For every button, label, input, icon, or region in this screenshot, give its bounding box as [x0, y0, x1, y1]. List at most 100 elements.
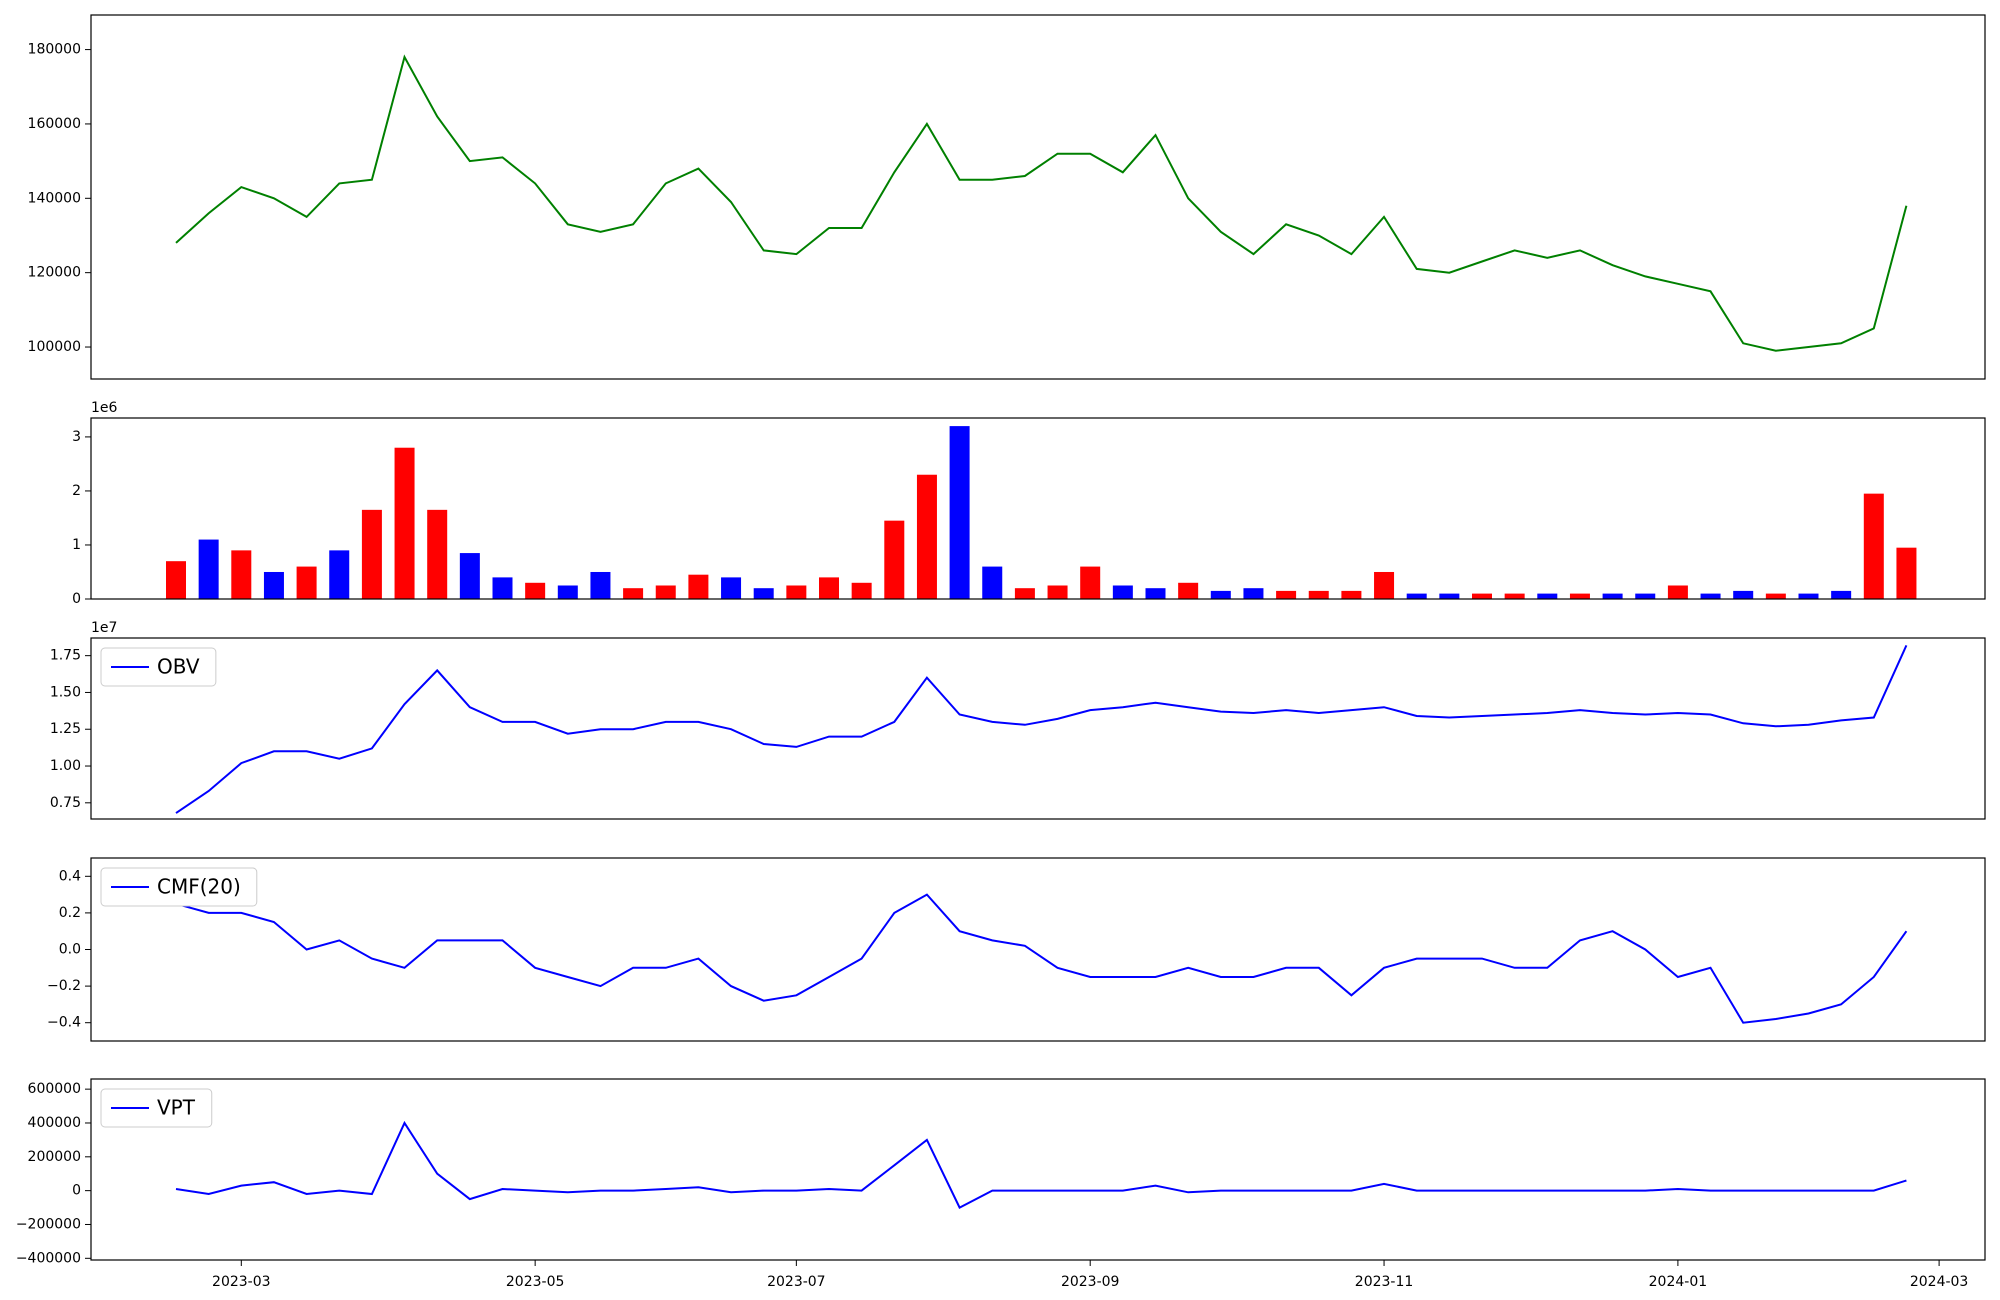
bar — [655, 585, 676, 599]
y-tick-label: 200000 — [28, 1149, 81, 1165]
axes-frame — [90, 1078, 1986, 1261]
bar — [1896, 547, 1917, 599]
y-tick-label: 0 — [72, 1183, 81, 1199]
axes-frame — [90, 857, 1986, 1042]
bar — [1765, 593, 1786, 599]
bar — [1406, 593, 1427, 599]
bar — [1080, 566, 1101, 599]
bar — [296, 566, 317, 599]
y-tick-label: 1.75 — [50, 648, 81, 664]
y-tick-label: 0.0 — [59, 942, 81, 958]
y-tick-label: 160000 — [28, 116, 81, 132]
bar — [1733, 590, 1754, 599]
bar — [1472, 593, 1492, 599]
bar — [1014, 588, 1035, 599]
bar — [492, 577, 513, 599]
line — [175, 644, 1908, 814]
bar — [1504, 593, 1525, 599]
y-tick-label: 180000 — [28, 42, 81, 58]
bar — [1569, 593, 1590, 599]
bar — [1112, 585, 1133, 599]
y-tick-label: 1.50 — [50, 684, 81, 700]
y-tick-label: 140000 — [28, 190, 81, 206]
x-tick-label: 2024-03 — [1910, 1274, 1969, 1290]
bar — [1341, 590, 1362, 599]
bar — [851, 582, 872, 599]
bar — [459, 553, 480, 599]
bar — [1308, 590, 1329, 599]
y-tick-label: 3 — [72, 429, 81, 445]
y-tick-label: −0.2 — [47, 978, 81, 994]
bar — [688, 574, 709, 599]
y-tick-label: 1 — [72, 537, 81, 553]
x-tick-label: 2023-03 — [212, 1274, 271, 1290]
axes-frame — [90, 417, 1986, 600]
bar — [1439, 593, 1460, 599]
bar — [231, 550, 252, 599]
bar — [819, 577, 839, 599]
legend-box — [100, 867, 258, 907]
bar — [1602, 593, 1623, 599]
bar — [394, 447, 415, 599]
bar — [1243, 588, 1264, 599]
bar — [557, 585, 578, 599]
bar — [263, 571, 284, 599]
bar — [1374, 571, 1395, 599]
legend-label: CMF(20) — [157, 875, 241, 899]
bar — [753, 588, 774, 599]
bar — [1047, 585, 1068, 599]
bar — [166, 561, 186, 599]
bar — [1145, 588, 1166, 599]
legend-label: OBV — [157, 655, 200, 679]
bar — [623, 588, 644, 599]
y-tick-label: −400000 — [16, 1250, 81, 1266]
axes-frame — [90, 637, 1986, 820]
bar — [1831, 590, 1852, 599]
axes-frame — [90, 14, 1986, 380]
bar — [1178, 582, 1199, 599]
bar — [1635, 593, 1656, 599]
legend-label: VPT — [157, 1096, 196, 1120]
y-tick-label: 0.2 — [59, 905, 81, 921]
bar — [786, 585, 807, 599]
bar — [1798, 593, 1819, 599]
bar — [982, 566, 1003, 599]
y-tick-label: 2 — [72, 483, 81, 499]
x-tick-label: 2023-05 — [506, 1274, 565, 1290]
y-tick-label: 0.75 — [50, 795, 81, 811]
line — [175, 1120, 1907, 1209]
bar — [361, 509, 382, 599]
x-tick-label: 2024-01 — [1649, 1274, 1708, 1290]
bar — [1667, 585, 1688, 599]
bar — [427, 509, 448, 599]
y-tick-label: 1.25 — [50, 721, 81, 737]
x-tick-label: 2023-11 — [1355, 1274, 1414, 1290]
bar — [329, 550, 350, 599]
x-tick-label: 2023-07 — [767, 1274, 826, 1290]
y-tick-label: 400000 — [28, 1115, 81, 1131]
bar — [884, 520, 905, 599]
legend-box — [100, 647, 217, 687]
legend: VPT — [100, 1088, 213, 1128]
bar — [525, 582, 546, 599]
line — [175, 54, 1908, 352]
axis-offset: 1e6 — [91, 400, 118, 416]
bar — [1276, 590, 1297, 599]
bar — [1863, 493, 1884, 599]
bar — [916, 474, 937, 599]
x-tick-label: 2023-09 — [1061, 1274, 1120, 1290]
bar — [1210, 590, 1231, 599]
legend-box — [100, 1088, 213, 1128]
y-tick-label: 120000 — [28, 265, 81, 281]
bar — [721, 577, 742, 599]
y-tick-label: −0.4 — [47, 1015, 81, 1031]
y-tick-label: 100000 — [28, 339, 81, 355]
axis-offset: 1e7 — [91, 620, 117, 636]
bar — [1700, 593, 1721, 599]
bar — [198, 539, 219, 599]
y-tick-label: 0.4 — [59, 868, 81, 884]
bar — [590, 571, 611, 599]
line — [175, 893, 1908, 1024]
legend: OBV — [100, 647, 217, 687]
